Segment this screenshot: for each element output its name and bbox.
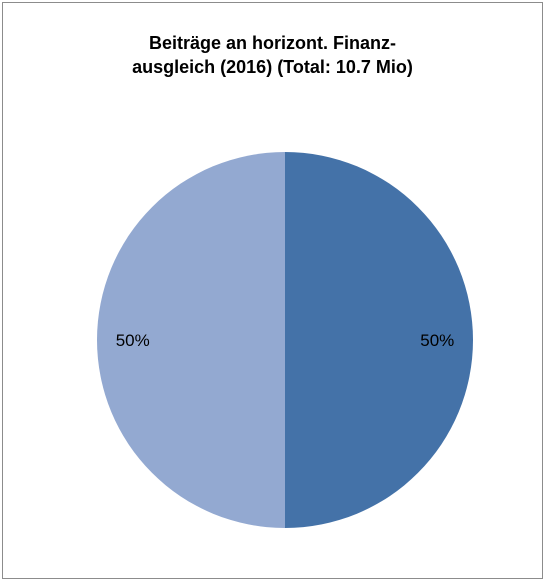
chart-title-line-1: Beiträge an horizont. Finanz- (148, 33, 396, 53)
pie-slices (97, 152, 473, 528)
pie-slice-2 (97, 152, 285, 528)
chart-title-line-2: ausgleich (2016) (Total: 10.7 Mio) (132, 57, 413, 77)
pie-slice-1 (285, 152, 473, 528)
chart-title: Beiträge an horizont. Finanz- ausgleich … (3, 31, 542, 79)
pie-slice-label-2: 50% (116, 331, 150, 350)
pie-slice-label-1: 50% (420, 331, 454, 350)
pie-labels: 50% 50% (116, 331, 455, 350)
